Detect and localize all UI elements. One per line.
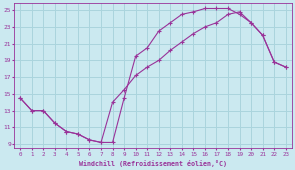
X-axis label: Windchill (Refroidissement éolien,°C): Windchill (Refroidissement éolien,°C) xyxy=(79,159,227,167)
